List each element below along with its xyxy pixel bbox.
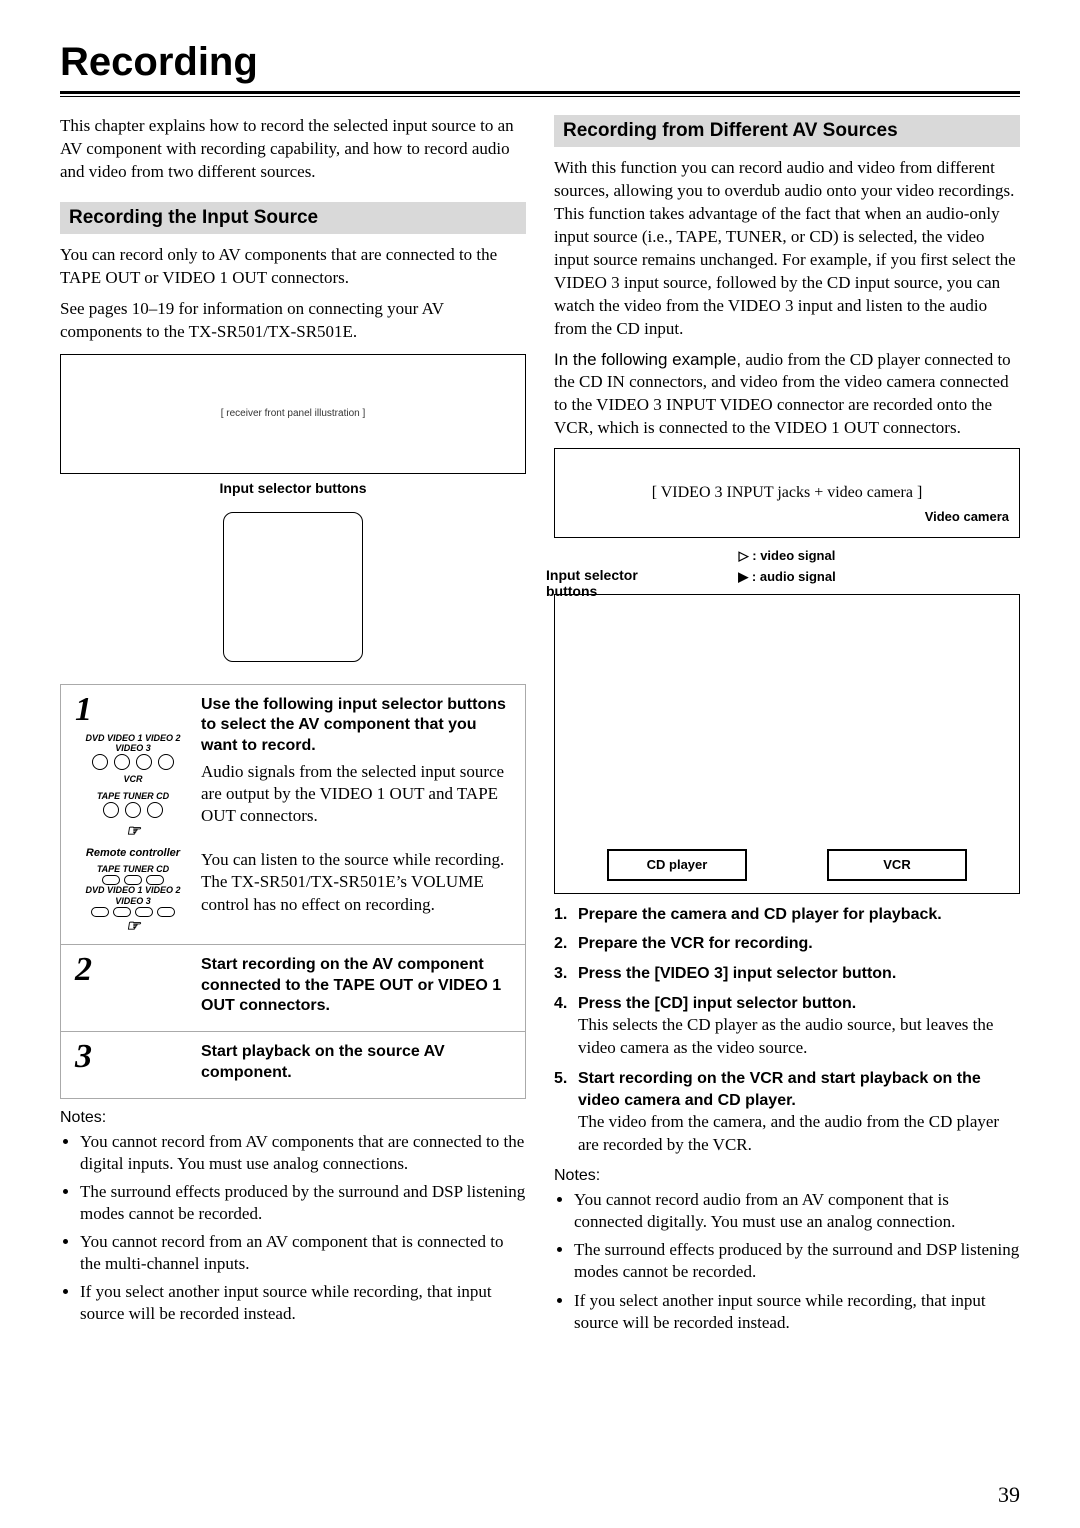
notes-label-right: Notes: [554,1167,1020,1185]
step-number-1: 1 DVD VIDEO 1 VIDEO 2 VIDEO 3 VCR TAPE T… [61,685,201,944]
page-title: Recording [60,40,1020,85]
video-camera-label: Video camera [925,509,1009,524]
right-p1: With this function you can record audio … [554,157,1020,341]
num-step-index: 3. [554,963,578,985]
step-row-2: 2 Start recording on the AV component co… [61,944,525,1031]
title-rule-thick [60,91,1020,94]
step1-head: Use the following input selector buttons… [201,695,513,757]
hand-pointer-icon: ☞ [75,822,191,841]
note-item: The surround effects produced by the sur… [574,1239,1020,1283]
step-row-3: 3 Start playback on the source AV compon… [61,1031,525,1098]
left-p2: See pages 10–19 for information on conne… [60,298,526,344]
step1-body1: Audio signals from the selected input so… [201,762,504,825]
right-p2-lead: In the following example, [554,350,741,369]
num-step-1: 1. Prepare the camera and CD player for … [554,904,1020,926]
step-number-2: 2 [61,945,201,1031]
step1-labels-row3: TAPE TUNER CD [75,864,191,875]
num-step-2: 2. Prepare the VCR for recording. [554,933,1020,955]
hand-pointer-icon-2: ☞ [75,917,191,936]
note-item: The surround effects produced by the sur… [80,1181,526,1225]
num-step-index: 1. [554,904,578,926]
intro-paragraph: This chapter explains how to record the … [60,115,526,184]
cd-player-box: CD player [607,849,747,881]
step3-head: Start playback on the source AV componen… [201,1042,513,1084]
legend-video: ▷ : video signal [554,546,1020,567]
num-step-head: Prepare the camera and CD player for pla… [578,904,942,926]
num-step-index: 5. [554,1068,578,1157]
notes-list-right: You cannot record audio from an AV compo… [554,1189,1020,1334]
note-item: If you select another input source while… [80,1281,526,1325]
num-step-3: 3. Press the [VIDEO 3] input selector bu… [554,963,1020,985]
step-number-3: 3 [61,1032,201,1098]
step-2-body: Start recording on the AV component conn… [201,945,525,1031]
video3-input-diagram: [ VIDEO 3 INPUT jacks + video camera ] V… [554,448,1020,538]
num-step-head: Press the [VIDEO 3] input selector butto… [578,963,896,985]
diagram-placeholder-icon: [ VIDEO 3 INPUT jacks + video camera ] [652,484,923,502]
figure-placeholder-icon: [ receiver front panel illustration ] [221,408,366,419]
step1-labels-row4: DVD VIDEO 1 VIDEO 2 VIDEO 3 [75,885,191,907]
num-step-head: Start recording on the VCR and start pla… [578,1068,1020,1111]
left-p1: You can record only to AV components tha… [60,244,526,290]
num-step-head: Prepare the VCR for recording. [578,933,813,955]
note-item: You cannot record audio from an AV compo… [574,1189,1020,1233]
button-row-icon-2 [75,907,191,917]
section-heading-right: Recording from Different AV Sources [554,115,1020,147]
step-1-body: Use the following input selector buttons… [201,685,525,944]
note-item: If you select another input source while… [574,1290,1020,1334]
fig1-caption: Input selector buttons [60,480,526,496]
note-item: You cannot record from AV components tha… [80,1131,526,1175]
num-step-index: 4. [554,993,578,1060]
receiver-front-figure: [ receiver front panel illustration ] [60,354,526,474]
num-step-index: 2. [554,933,578,955]
step1-labels-row1: DVD VIDEO 1 VIDEO 2 VIDEO 3 [75,733,191,755]
knob-row-icon-2 [75,802,191,818]
page-number: 39 [998,1482,1020,1508]
remote-controller-label: Remote controller [75,847,191,860]
right-column: Recording from Different AV Sources With… [554,115,1020,1340]
button-row-icon [75,875,191,885]
title-rule-thin [60,96,1020,97]
num-step-4: 4. Press the [CD] input selector button.… [554,993,1020,1060]
note-item: You cannot record from an AV component t… [80,1231,526,1275]
num-step-head: Press the [CD] input selector button. [578,993,1020,1015]
remote-figure [223,512,363,662]
step2-head: Start recording on the AV component conn… [201,955,513,1017]
steps-table: 1 DVD VIDEO 1 VIDEO 2 VIDEO 3 VCR TAPE T… [60,684,526,1099]
vcr-box: VCR [827,849,967,881]
step-row-1: 1 DVD VIDEO 1 VIDEO 2 VIDEO 3 VCR TAPE T… [61,685,525,944]
fig2-caption: Input selector buttons [546,567,666,601]
step1-body2: You can listen to the source while recor… [201,850,504,913]
num-step-desc: This selects the CD player as the audio … [578,1014,1020,1060]
right-p2: In the following example, audio from the… [554,349,1020,441]
notes-list-left: You cannot record from AV components tha… [60,1131,526,1326]
num-step-5: 5. Start recording on the VCR and start … [554,1068,1020,1157]
step1-labels-row2: TAPE TUNER CD [75,791,191,802]
knob-row-icon [75,754,191,770]
step-3-body: Start playback on the source AV componen… [201,1032,525,1098]
rear-panel-diagram: CD player VCR [554,594,1020,894]
left-column: This chapter explains how to record the … [60,115,526,1340]
section-heading-left: Recording the Input Source [60,202,526,234]
step1-labels-row1b: VCR [75,774,191,785]
num-step-desc: The video from the camera, and the audio… [578,1111,1020,1157]
numbered-steps: 1. Prepare the camera and CD player for … [554,904,1020,1157]
notes-label-left: Notes: [60,1109,526,1127]
